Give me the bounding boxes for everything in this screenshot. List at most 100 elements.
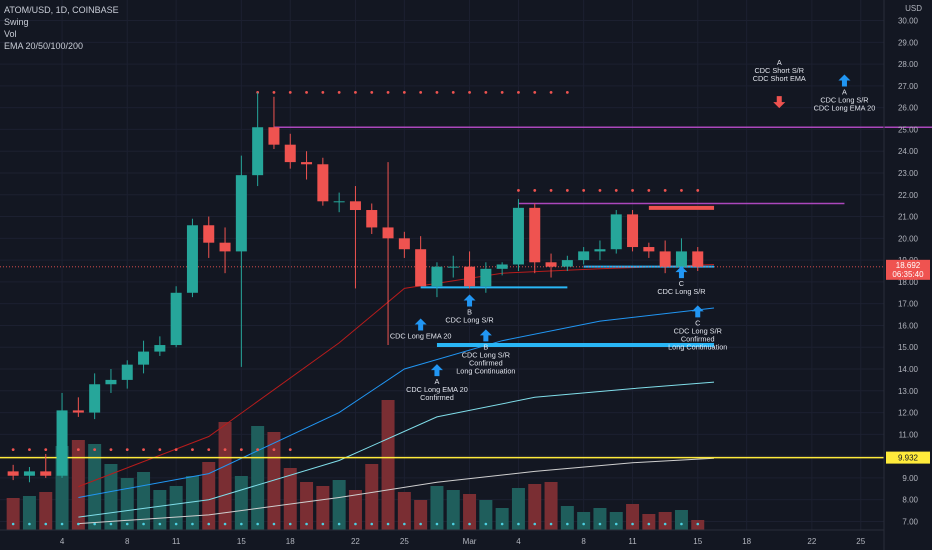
arrow-up-icon	[414, 318, 427, 331]
y-tick-label: 7.00	[902, 517, 918, 526]
swing-dot	[256, 448, 260, 451]
volume-bar	[348, 490, 362, 530]
indicator-swing[interactable]: Swing	[4, 17, 29, 27]
swing-dot	[28, 448, 31, 451]
volume-dot	[223, 522, 227, 526]
swing-dot	[663, 189, 667, 192]
chart-title[interactable]: ATOM/USD, 1D, COINBASE	[4, 5, 119, 15]
swing-dot	[321, 91, 325, 94]
volume-bar	[479, 500, 493, 530]
volume-dot	[288, 522, 292, 526]
y-tick-label: 13.00	[898, 387, 919, 396]
signal-label: C	[695, 318, 700, 327]
x-tick-label: 15	[693, 537, 702, 546]
volume-bar	[463, 494, 477, 530]
chart-grid	[0, 0, 884, 530]
swing-dot	[109, 448, 113, 451]
volume-dot	[647, 522, 651, 526]
candle-body	[186, 225, 198, 293]
ema-lines	[78, 264, 715, 525]
candle-body	[219, 242, 231, 252]
volume-bar	[642, 514, 656, 530]
volume-bar	[283, 468, 297, 530]
candle-body	[154, 345, 166, 352]
currency-label: USD	[905, 4, 922, 13]
volume-bar	[22, 496, 36, 530]
candle-body	[203, 225, 215, 243]
y-tick-label: 14.00	[898, 365, 919, 374]
arrow-up-icon	[463, 294, 476, 307]
x-tick-label: 11	[172, 537, 181, 546]
signal-label: A	[777, 58, 782, 67]
ema-line	[78, 307, 715, 498]
volume-bar	[251, 426, 265, 530]
volume-dot	[680, 522, 683, 526]
swing-dot	[93, 448, 97, 451]
signal-label: CDC Long S/R	[820, 96, 868, 105]
x-tick-label: Mar	[463, 537, 477, 546]
volume-dot	[142, 522, 145, 526]
x-tick-label: 25	[400, 537, 409, 546]
signal-label: Confirmed	[681, 334, 715, 343]
swing-dot	[223, 448, 227, 451]
indicator-vol[interactable]: Vol	[4, 29, 17, 39]
volume-dot	[419, 522, 422, 526]
swing-dot	[272, 91, 276, 94]
volume-dot	[256, 522, 259, 526]
volume-bar	[381, 400, 395, 530]
volume-dot	[468, 522, 471, 526]
signal-label: Confirmed	[469, 358, 503, 367]
swing-dot	[565, 91, 569, 94]
countdown-value: 06:35:40	[892, 270, 924, 279]
volume-bar	[71, 440, 85, 530]
candle-body	[23, 471, 35, 476]
indicator-ema[interactable]: EMA 20/50/100/200	[4, 41, 84, 51]
swing-dot	[517, 91, 520, 94]
signal-label: CDC Long EMA 20	[390, 331, 452, 340]
volume-dot	[272, 522, 276, 526]
volume-dot	[663, 522, 667, 526]
candle-body	[578, 251, 590, 261]
volume-dot	[696, 522, 700, 526]
volume-bar	[185, 476, 199, 530]
candle-body	[7, 471, 19, 476]
candle-body	[284, 144, 296, 163]
volume-dot	[109, 522, 113, 526]
signal-label: B	[483, 342, 488, 351]
signal-label: CDC Long S/R	[462, 350, 510, 359]
swing-dot	[533, 91, 537, 94]
swing-dot	[305, 91, 308, 94]
volume-bar	[430, 486, 444, 530]
swing-dot	[647, 189, 651, 192]
volume-dot	[337, 522, 341, 526]
volume-bar	[137, 472, 151, 530]
volume-bar	[365, 464, 379, 530]
swing-dot	[598, 189, 602, 192]
swing-dot	[517, 189, 520, 192]
volume-dot	[240, 522, 243, 526]
level-lines	[0, 126, 932, 459]
candle-body	[301, 162, 313, 165]
x-tick-label: 8	[125, 537, 130, 546]
volume-bar	[169, 486, 183, 530]
y-tick-label: 12.00	[898, 409, 919, 418]
volume-bar	[316, 486, 330, 530]
volume-bar	[609, 512, 623, 530]
volume-bar	[593, 508, 607, 530]
volume-dot	[582, 522, 585, 526]
y-tick-label: 27.00	[898, 82, 919, 91]
volume-dot	[598, 522, 602, 526]
swing-dot	[696, 189, 700, 192]
swing-dot	[565, 189, 569, 192]
swing-dot	[76, 448, 80, 451]
x-tick-label: 4	[516, 537, 521, 546]
swing-dot	[207, 448, 211, 451]
swing-dot	[288, 91, 292, 94]
volume-bar	[218, 422, 232, 530]
swing-dot	[158, 448, 162, 451]
